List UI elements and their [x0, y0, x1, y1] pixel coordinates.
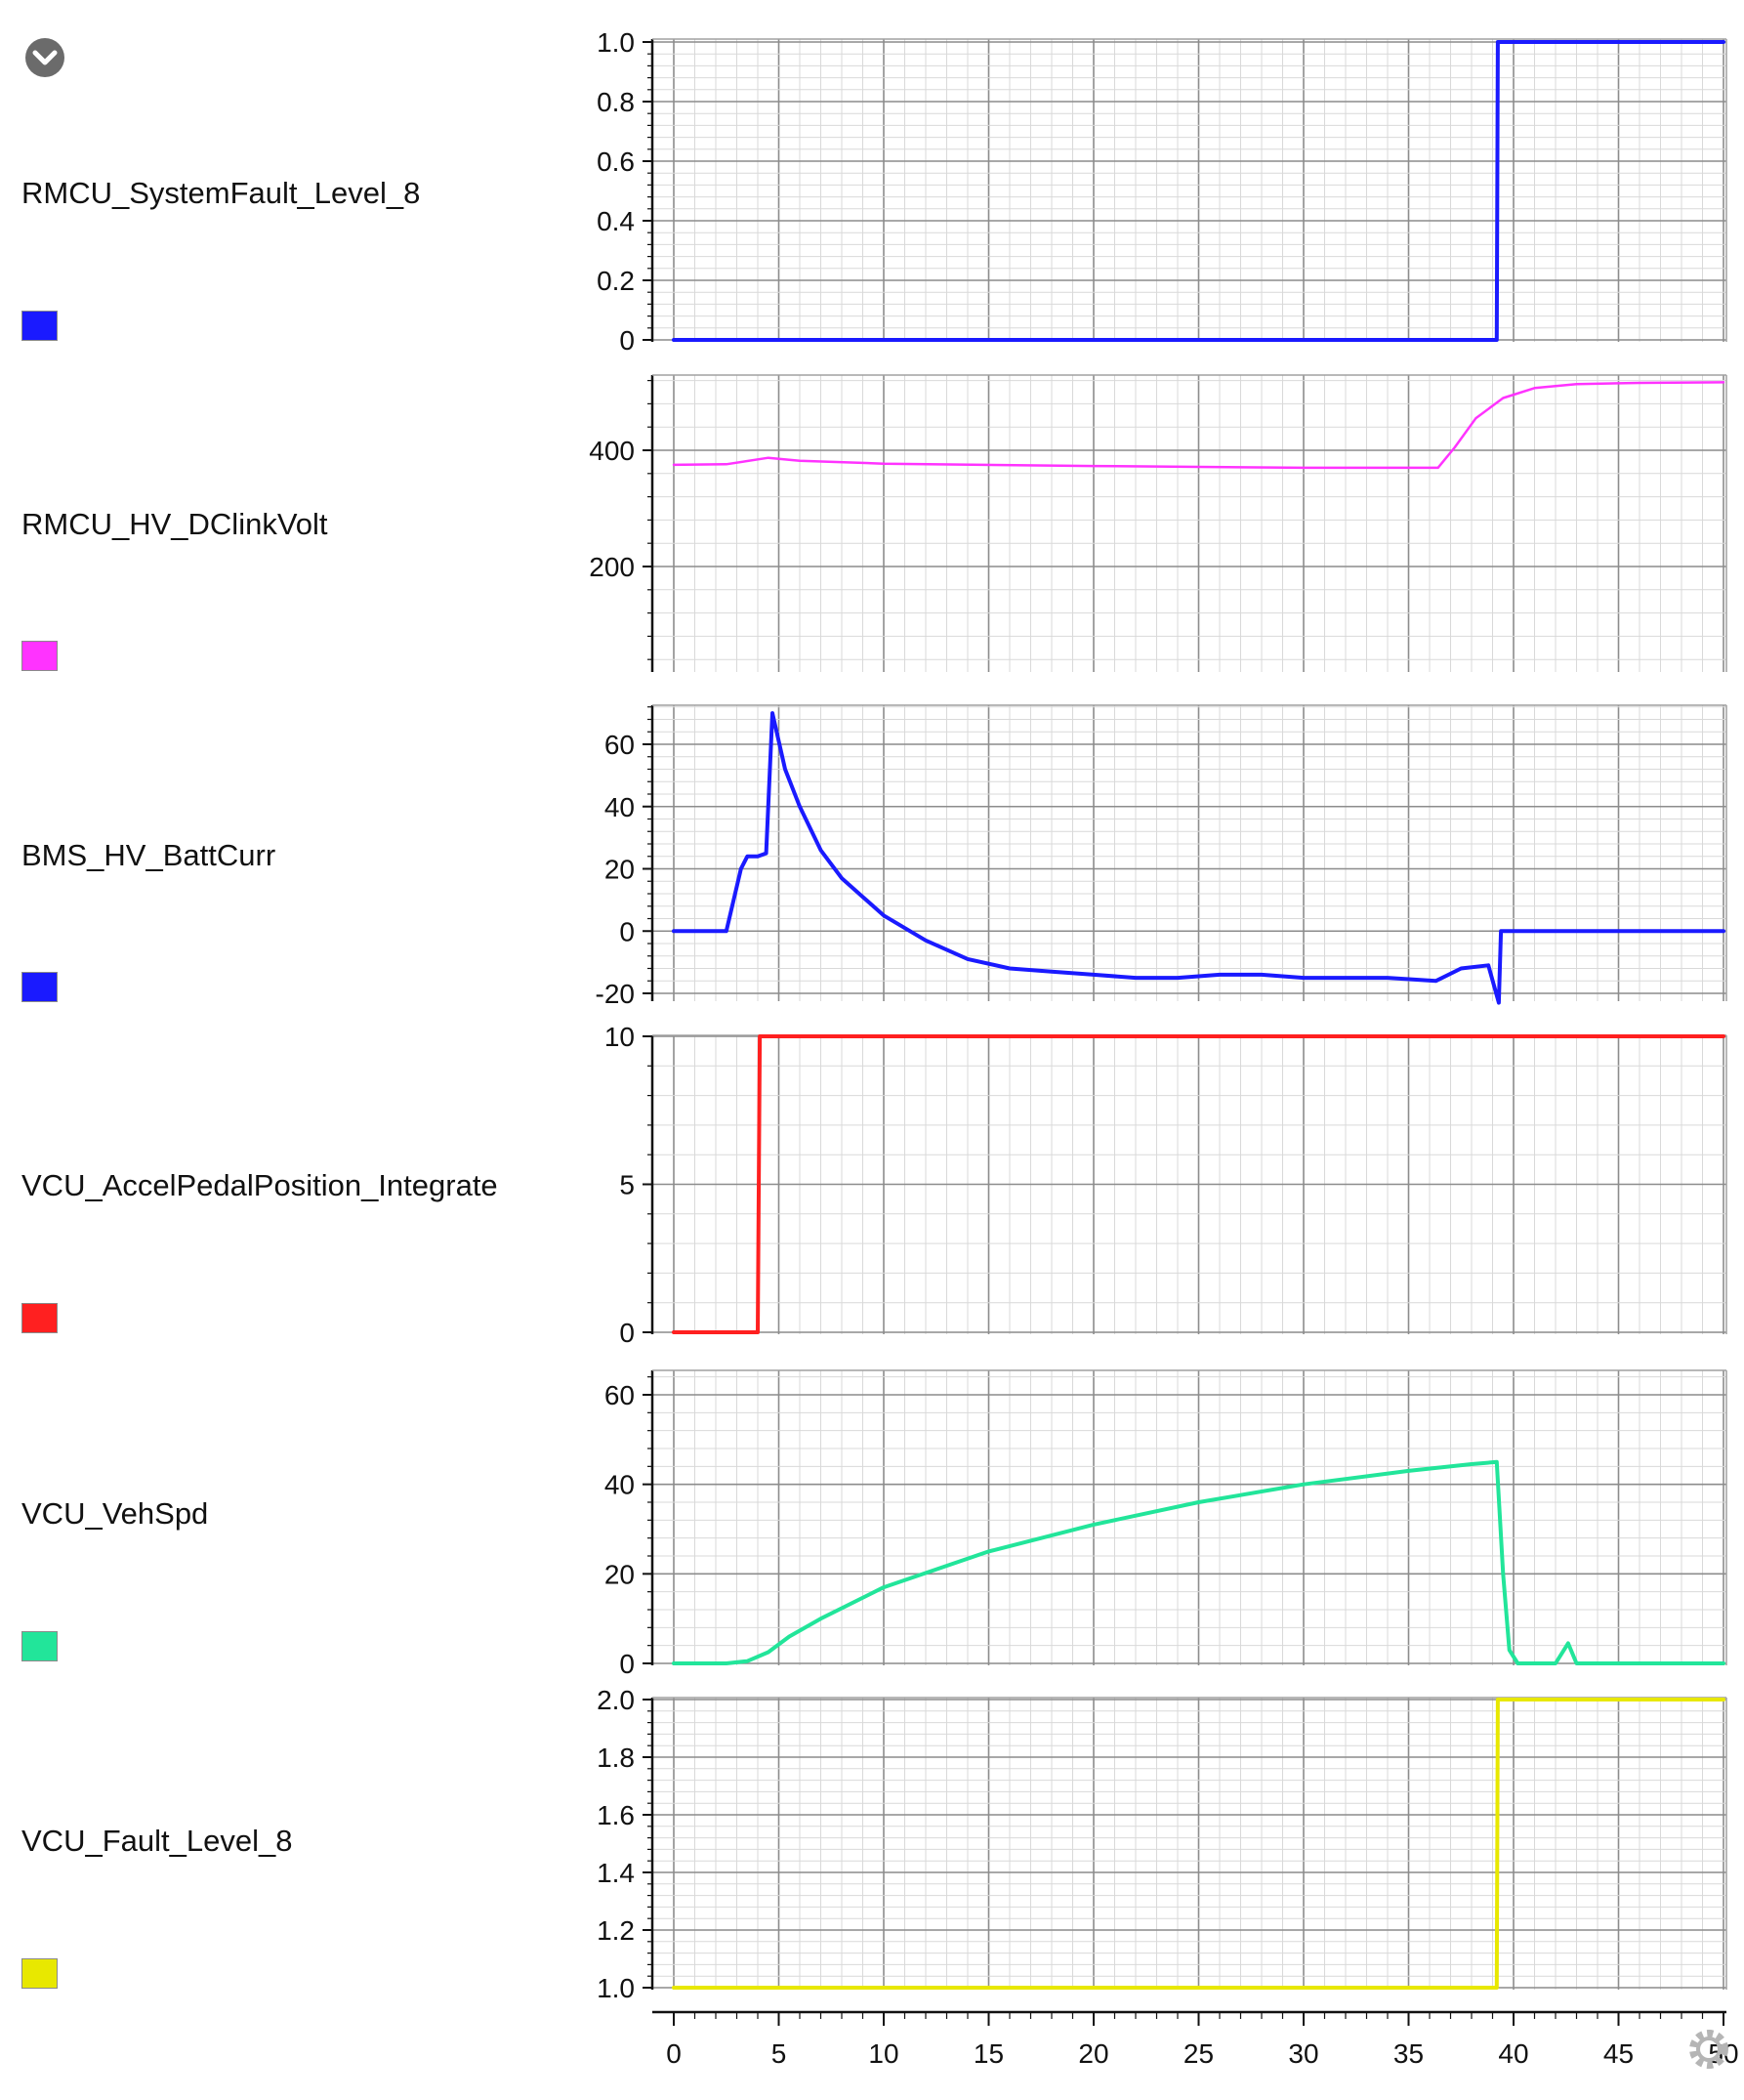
y-tick-label: 1.0	[597, 1973, 635, 2003]
y-tick-label: 1.8	[597, 1743, 635, 1773]
series-line	[672, 1459, 1725, 1665]
y-tick-label: -20	[596, 979, 635, 1009]
x-tick-label: 15	[974, 2038, 1004, 2069]
series-line	[672, 40, 1725, 342]
y-tick-label: 5	[619, 1170, 635, 1200]
x-tick-label: 5	[771, 2038, 787, 2069]
series-line	[672, 1698, 1725, 1990]
y-tick-label: 40	[604, 792, 635, 822]
y-tick-label: 0	[619, 916, 635, 946]
x-tick-label: 0	[666, 2038, 682, 2069]
series-line	[672, 1034, 1725, 1334]
x-tick-label: 45	[1603, 2038, 1634, 2069]
series-line	[672, 381, 1725, 470]
y-tick-label: 20	[604, 855, 635, 885]
color-swatch-bms-hv-battcurr[interactable]	[21, 972, 58, 1002]
y-tick-label: 2.0	[597, 1685, 635, 1715]
signal-name-bms-hv-battcurr[interactable]: BMS_HV_BattCurr	[21, 838, 276, 872]
y-tick-label: 1.2	[597, 1915, 635, 1946]
signal-name-vcu-accelpedal[interactable]: VCU_AccelPedalPosition_Integrate	[21, 1168, 498, 1202]
y-tick-label: 60	[604, 1380, 635, 1410]
color-swatch-rmcu-hv-dclinkvolt[interactable]	[21, 641, 58, 671]
y-tick-label: 0	[619, 1318, 635, 1348]
x-tick-label: 35	[1393, 2038, 1424, 2069]
signal-name-rmcu-systemfault[interactable]: RMCU_SystemFault_Level_8	[21, 176, 421, 210]
series-line	[672, 711, 1725, 1005]
x-tick-label: 25	[1183, 2038, 1214, 2069]
x-tick-label: 40	[1498, 2038, 1528, 2069]
gear-icon[interactable]	[1687, 2028, 1730, 2071]
y-tick-label: 20	[604, 1559, 635, 1589]
y-tick-label: 0.8	[597, 87, 635, 117]
x-tick-label: 20	[1078, 2038, 1108, 2069]
y-tick-label: 40	[604, 1470, 635, 1500]
y-tick-label: 400	[589, 436, 635, 466]
y-tick-label: 0	[619, 1649, 635, 1679]
y-tick-label: 200	[589, 552, 635, 582]
y-tick-label: 0.6	[597, 147, 635, 177]
color-swatch-vcu-accelpedal[interactable]	[21, 1303, 58, 1333]
y-tick-label: 1.6	[597, 1800, 635, 1830]
x-tick-label: 10	[868, 2038, 898, 2069]
y-tick-label: 10	[604, 1022, 635, 1052]
color-swatch-vcu-vehspd[interactable]	[21, 1631, 58, 1661]
signal-name-vcu-vehspd[interactable]: VCU_VehSpd	[21, 1496, 209, 1531]
color-swatch-rmcu-systemfault[interactable]	[21, 311, 58, 341]
y-tick-label: 1.4	[597, 1858, 635, 1888]
y-tick-label: 0	[619, 325, 635, 356]
y-tick-label: 1.0	[597, 27, 635, 58]
color-swatch-vcu-fault-level[interactable]	[21, 1958, 58, 1989]
y-tick-label: 60	[604, 730, 635, 760]
y-tick-label: 0.4	[597, 206, 635, 236]
x-tick-label: 30	[1288, 2038, 1318, 2069]
signal-legend: RMCU_SystemFault_Level_8 RMCU_HV_DClinkV…	[0, 0, 547, 2100]
chevron-down-circle-icon[interactable]	[23, 36, 66, 79]
y-tick-label: 0.2	[597, 266, 635, 296]
signal-name-vcu-fault-level[interactable]: VCU_Fault_Level_8	[21, 1824, 293, 1858]
signal-name-rmcu-hv-dclinkvolt[interactable]: RMCU_HV_DClinkVolt	[21, 507, 328, 541]
